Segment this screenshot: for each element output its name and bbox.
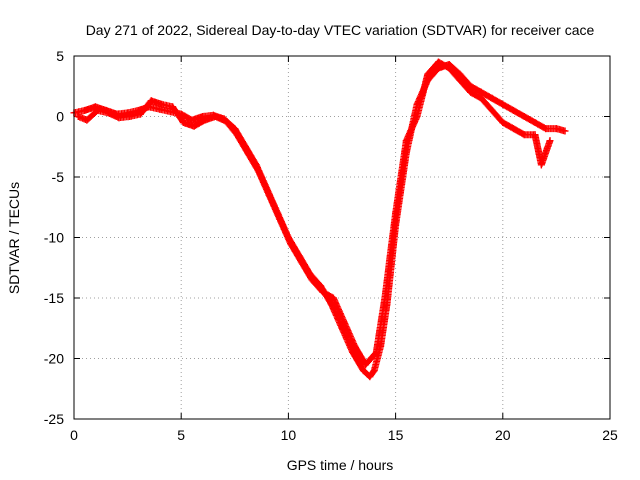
data-point — [179, 119, 187, 127]
data-point — [531, 131, 539, 139]
data-point — [115, 114, 123, 122]
x-tick-label: 25 — [602, 427, 618, 443]
data-point — [254, 167, 262, 175]
y-tick-label: -20 — [44, 351, 64, 367]
data-point — [244, 149, 252, 157]
data-point — [434, 58, 442, 66]
data-point — [319, 288, 327, 296]
y-tick-label: 0 — [56, 109, 64, 125]
data-point — [499, 100, 507, 108]
data-point — [147, 97, 155, 105]
data-point — [212, 113, 220, 120]
chart-title: Day 271 of 2022, Sidereal Day-to-day VTE… — [86, 22, 595, 38]
x-tick-label: 0 — [70, 427, 78, 443]
y-tick-label: -5 — [52, 169, 65, 185]
data-point — [499, 119, 507, 127]
data-point — [477, 94, 485, 102]
data-point — [104, 109, 112, 117]
data-point — [94, 106, 102, 114]
data-point — [537, 161, 545, 169]
data-point — [531, 119, 539, 127]
y-tick-label: -15 — [44, 290, 64, 306]
data-point — [287, 240, 295, 248]
data-point — [372, 348, 380, 356]
y-tick-label: 5 — [56, 48, 64, 64]
y-tick-label: -10 — [44, 230, 64, 246]
data-point — [488, 106, 496, 114]
data-point — [329, 294, 337, 302]
data-point — [351, 342, 359, 350]
data-point — [510, 106, 518, 114]
data-point — [552, 125, 560, 133]
x-tick-label: 5 — [177, 427, 185, 443]
data-point — [340, 318, 348, 326]
data-point — [520, 113, 528, 120]
plot-frame — [73, 55, 611, 420]
data-point — [561, 127, 569, 135]
x-tick-label: 15 — [388, 427, 404, 443]
data-point — [222, 117, 230, 125]
data-point — [81, 106, 89, 114]
data-point — [190, 122, 198, 130]
data-point — [359, 367, 367, 375]
y-axis-label: SDTVAR / TECUs — [6, 182, 22, 294]
data-point — [445, 64, 453, 72]
data-point — [366, 373, 374, 381]
data-point — [370, 367, 378, 375]
data-point — [546, 137, 554, 145]
data-point — [158, 100, 166, 108]
data-point — [510, 125, 518, 133]
x-axis-label: GPS time / hours — [287, 457, 394, 473]
data-point — [362, 361, 370, 369]
data-point — [392, 209, 400, 217]
data-point — [456, 76, 464, 84]
data-point — [265, 191, 273, 199]
y-axis-ticks: 5 0 -5 -10 -15 -20 -25 — [44, 48, 610, 427]
data-point — [136, 110, 144, 118]
data-point — [402, 137, 410, 145]
data-point — [308, 276, 316, 284]
x-tick-label: 10 — [281, 427, 297, 443]
data-point — [488, 94, 496, 102]
y-tick-label: -25 — [44, 411, 64, 427]
data-point — [542, 125, 550, 133]
data-point — [83, 116, 91, 124]
x-tick-label: 20 — [495, 427, 511, 443]
data-point — [381, 294, 389, 302]
data-point — [126, 113, 134, 120]
data-point — [520, 131, 528, 139]
data-point — [467, 88, 475, 96]
data-point — [74, 113, 82, 120]
data-point — [297, 258, 305, 266]
data-point — [233, 131, 241, 139]
data-series — [70, 58, 569, 381]
data-point — [424, 70, 432, 78]
data-point — [201, 116, 209, 124]
series-group — [74, 58, 554, 369]
data-point — [169, 103, 177, 111]
data-point — [276, 215, 284, 223]
data-point — [349, 348, 357, 356]
data-point — [413, 113, 421, 120]
data-point — [477, 88, 485, 96]
